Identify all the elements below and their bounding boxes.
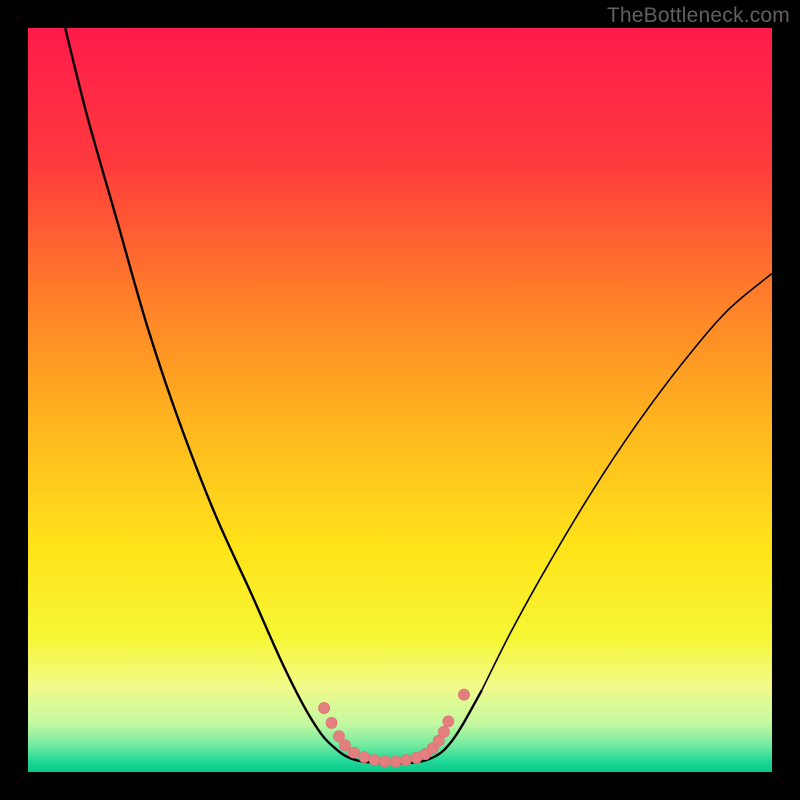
trough-marker: [380, 756, 391, 767]
plot-area: [28, 28, 772, 772]
bottleneck-curve-left: [65, 28, 482, 763]
watermark-text: TheBottleneck.com: [607, 4, 790, 28]
bottleneck-curve-right: [482, 274, 772, 691]
trough-marker-outlier: [458, 689, 469, 700]
trough-marker: [369, 754, 380, 765]
trough-marker: [400, 754, 411, 765]
trough-marker: [438, 726, 449, 737]
trough-marker: [326, 717, 337, 728]
trough-marker: [390, 756, 401, 767]
trough-marker-group: [319, 689, 470, 767]
curve-layer: [28, 28, 772, 772]
trough-marker: [359, 752, 370, 763]
trough-marker: [348, 747, 359, 758]
trough-marker: [443, 716, 454, 727]
chart-container: TheBottleneck.com: [0, 0, 800, 800]
trough-marker: [319, 702, 330, 713]
trough-marker: [339, 740, 350, 751]
